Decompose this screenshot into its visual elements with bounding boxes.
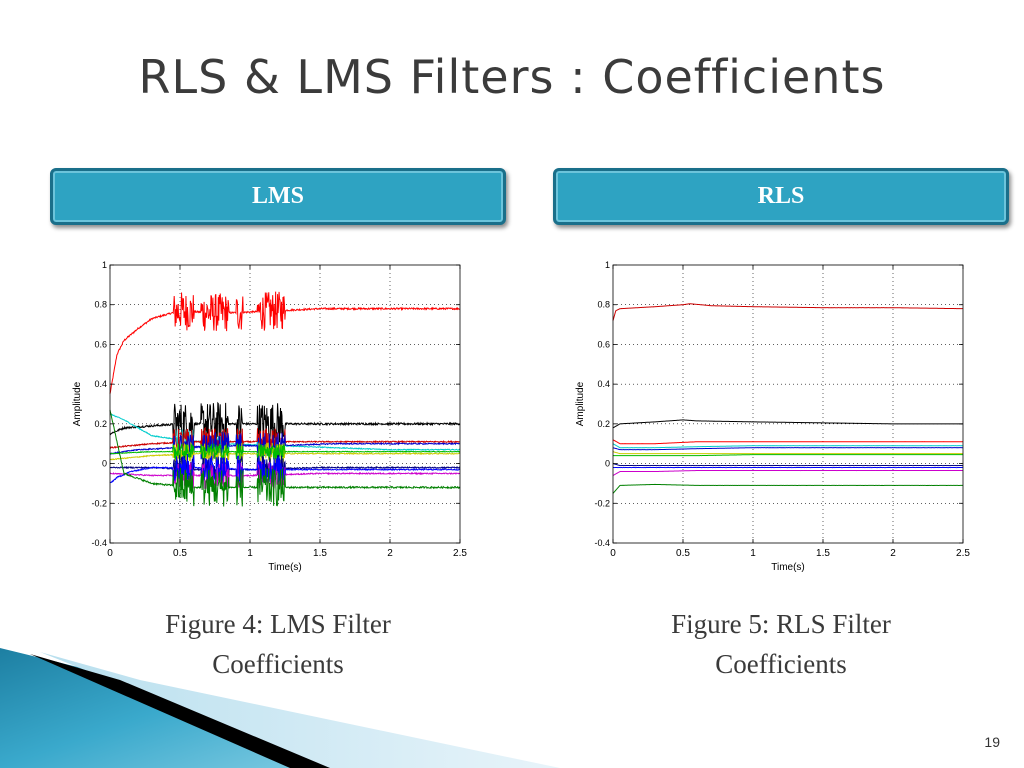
series-line-4 xyxy=(109,426,461,456)
slide-title: RLS & LMS Filters : Coefficients xyxy=(138,50,886,104)
y-tick-label: 0.2 xyxy=(597,419,610,429)
lms-coefficients-chart: 0 0.5 1 1.5 2 2.5 -0.4 -0.2 0 0.2 0.4 0.6 0.8 1 Time(s… xyxy=(72,260,467,573)
series-line-7 xyxy=(109,442,461,462)
y-tick-label: -0.2 xyxy=(91,498,107,508)
x-tick-label: 1 xyxy=(247,548,253,559)
series-line-1 xyxy=(612,303,963,321)
rls-caption-line2: Coefficients xyxy=(715,649,847,679)
y-axis-label: Amplitude xyxy=(575,381,586,426)
series-line-1 xyxy=(109,291,461,394)
lms-header-label: LMS xyxy=(251,183,304,209)
x-tick-label: 2.5 xyxy=(956,548,970,559)
rls-coefficients-chart: 0 0.5 1 1.5 2 2.5 -0.4 -0.2 0 0.2 0.4 0.6 0.8 1 Time(s… xyxy=(575,260,970,573)
decorative-corner-swoosh xyxy=(0,648,560,768)
x-tick-label: 1.5 xyxy=(313,548,327,559)
series-line-4 xyxy=(612,443,963,449)
x-tick-label: 1 xyxy=(750,548,756,559)
y-tick-label: 0.8 xyxy=(597,300,610,310)
x-tick-label: 2 xyxy=(890,548,896,559)
plot-area-frame xyxy=(109,264,461,544)
series-line-7 xyxy=(612,454,963,457)
decor-light-wedge xyxy=(40,652,560,768)
x-axis-label: Time(s) xyxy=(771,562,805,573)
series-line-8 xyxy=(612,463,963,467)
series-line-9 xyxy=(612,469,963,476)
series-line-3 xyxy=(612,439,963,445)
lms-caption-line1: Figure 4: LMS Filter xyxy=(165,609,391,639)
series-line-8 xyxy=(109,454,460,485)
plot-area-frame xyxy=(612,264,964,544)
x-tick-label: 0.5 xyxy=(676,548,690,559)
page-number: 19 xyxy=(984,734,1000,750)
lms-caption-line2: Coefficients xyxy=(212,649,344,679)
y-tick-label: 0.6 xyxy=(597,339,610,349)
series-line-2 xyxy=(612,419,963,429)
series-line-5 xyxy=(612,447,963,451)
y-tick-label: 0.6 xyxy=(94,339,107,349)
y-tick-label: 0.4 xyxy=(597,379,610,389)
y-tick-label: 0.2 xyxy=(94,419,107,429)
x-axis-label: Time(s) xyxy=(268,562,302,573)
series-line-11 xyxy=(109,409,461,507)
x-tick-label: 0.5 xyxy=(173,548,187,559)
decor-black-stripe xyxy=(30,654,330,768)
rls-figure-caption: Figure 5: RLS Filter Coefficients xyxy=(581,604,981,684)
x-tick-label: 1.5 xyxy=(816,548,830,559)
rls-caption-line1: Figure 5: RLS Filter xyxy=(671,609,891,639)
y-tick-label: 0.8 xyxy=(94,300,107,310)
series-line-11 xyxy=(612,483,963,494)
y-tick-label: 0.4 xyxy=(94,379,107,389)
y-tick-label: 0 xyxy=(605,459,610,469)
y-tick-label: -0.4 xyxy=(594,538,610,548)
y-tick-label: -0.4 xyxy=(91,538,107,548)
y-tick-label: -0.2 xyxy=(594,498,610,508)
y-tick-label: 0 xyxy=(102,459,107,469)
lms-header-box: LMS xyxy=(50,168,506,225)
lms-figure-caption: Figure 4: LMS Filter Coefficients xyxy=(78,604,478,684)
rls-header-box: RLS xyxy=(553,168,1009,225)
series-line-6 xyxy=(612,451,963,455)
series-line-5 xyxy=(109,432,461,462)
y-axis-label: Amplitude xyxy=(72,381,83,426)
x-tick-label: 2 xyxy=(387,548,393,559)
rls-header-label: RLS xyxy=(757,183,805,209)
x-tick-label: 0 xyxy=(107,548,113,559)
x-tick-label: 2.5 xyxy=(453,548,467,559)
y-tick-label: 1 xyxy=(102,260,107,270)
series-line-9 xyxy=(109,461,461,490)
y-tick-label: 1 xyxy=(605,260,610,270)
x-tick-label: 0 xyxy=(610,548,616,559)
